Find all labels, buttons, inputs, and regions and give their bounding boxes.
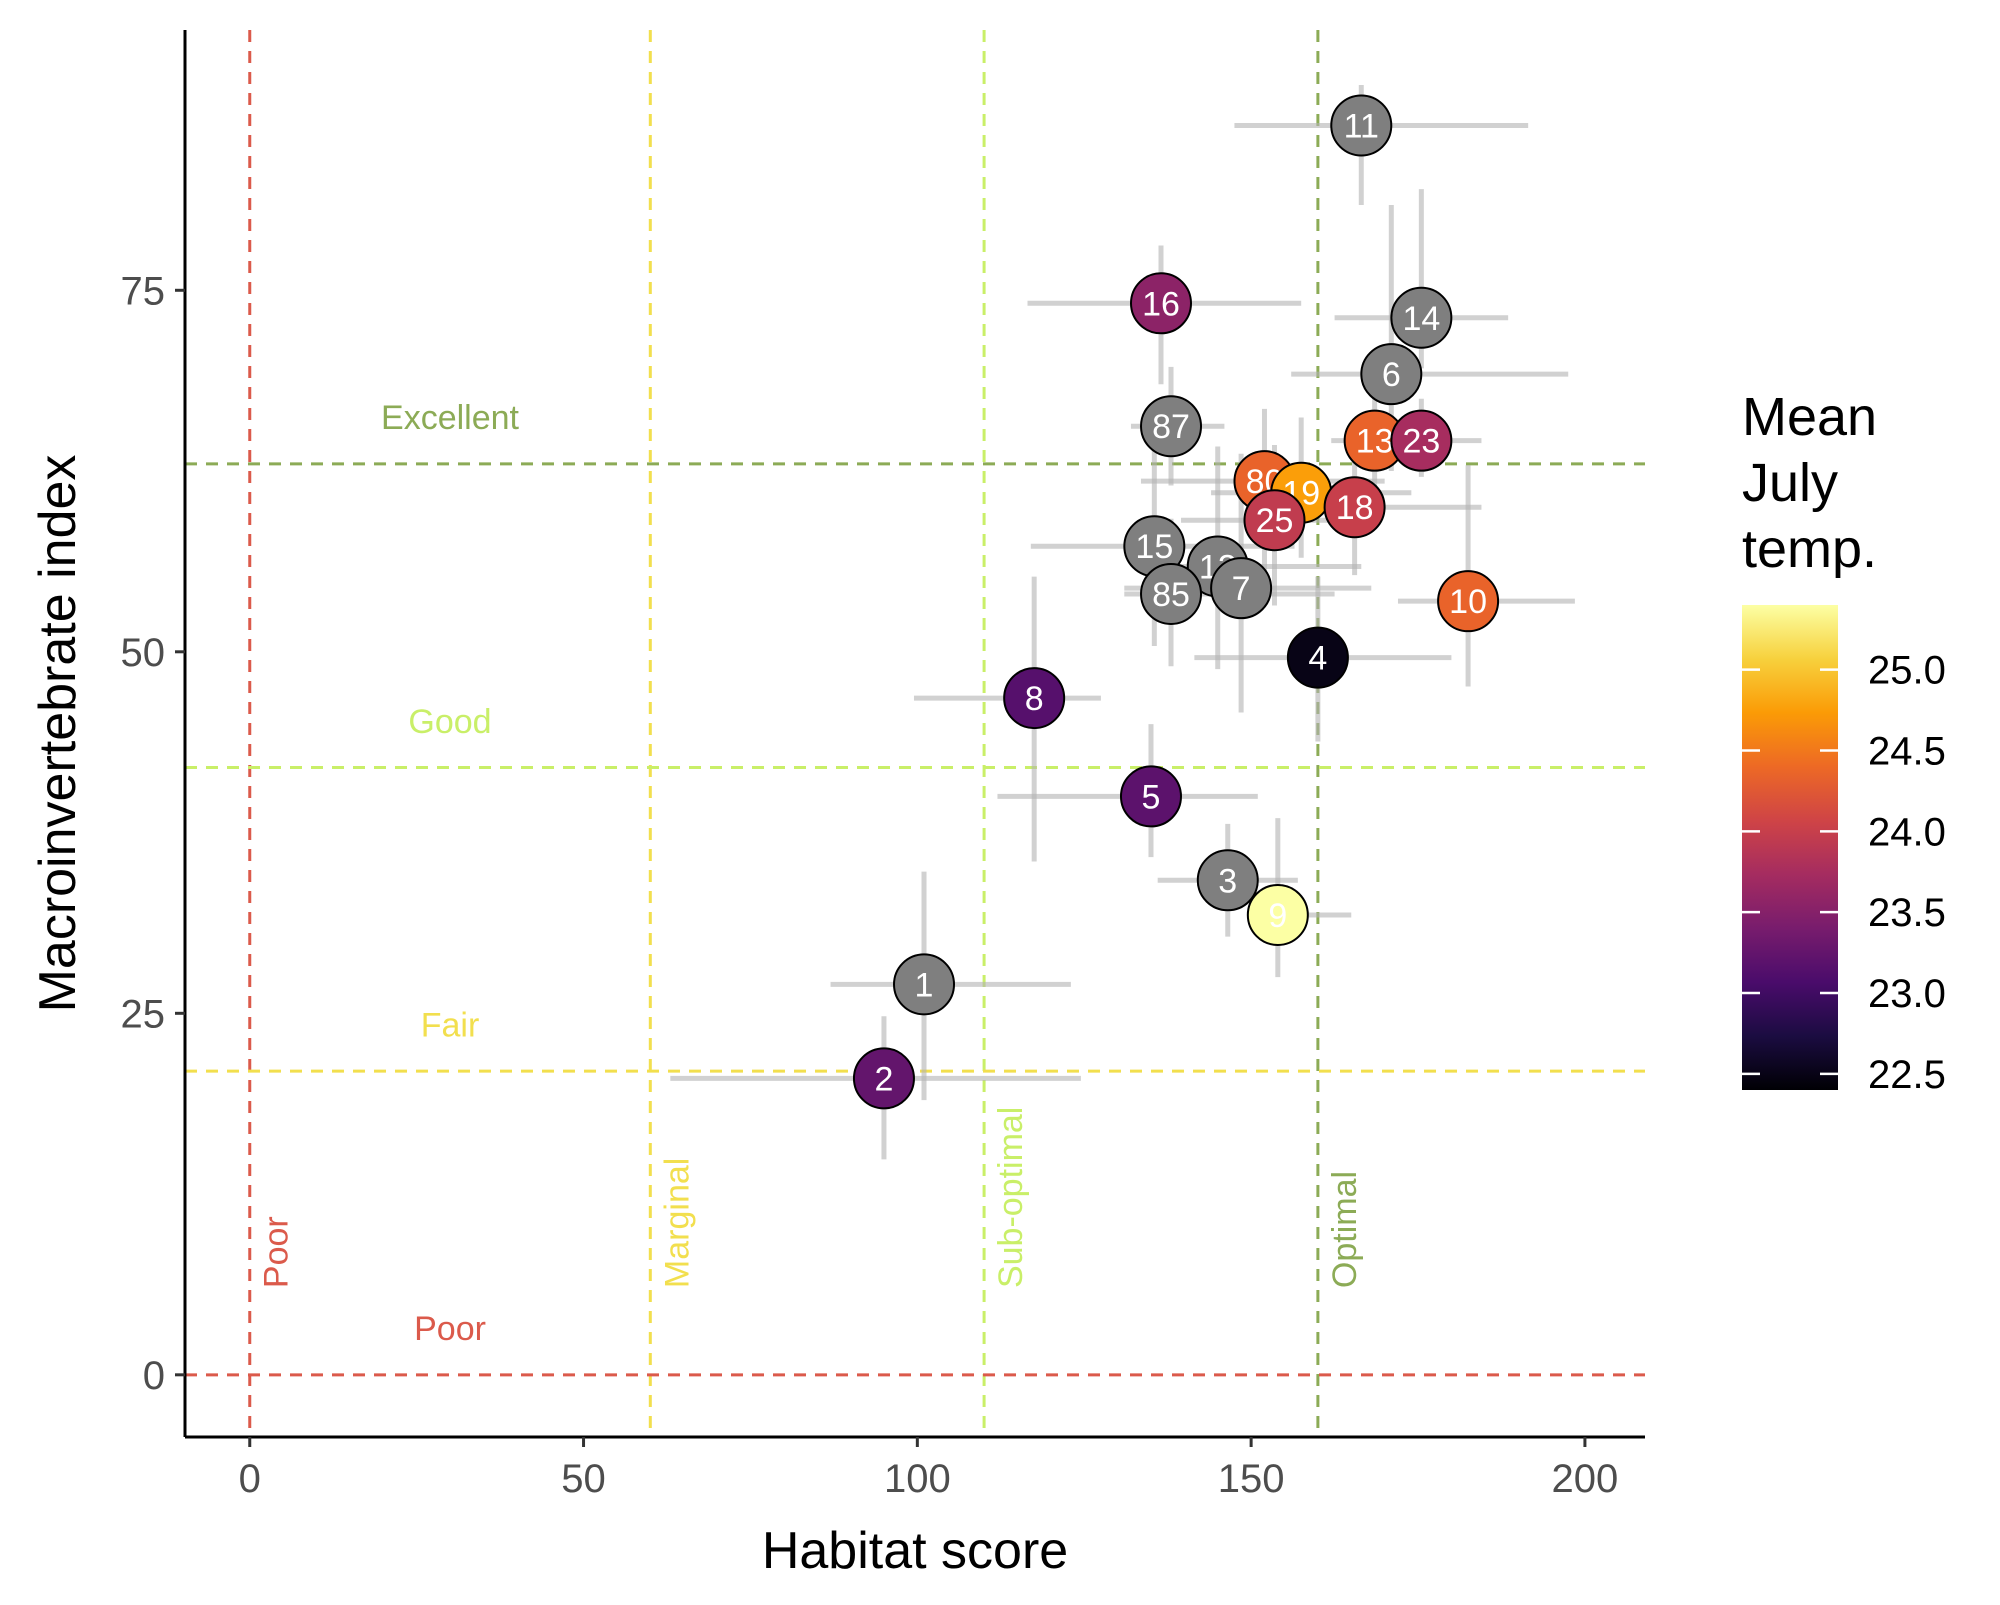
data-point-label: 11 bbox=[1344, 107, 1379, 145]
y-tick-label: 50 bbox=[121, 631, 166, 675]
horizontal-threshold-label: Poor bbox=[414, 1310, 486, 1348]
x-tick-label: 150 bbox=[1218, 1457, 1285, 1501]
x-tick-label: 0 bbox=[239, 1457, 261, 1501]
vertical-threshold-label: Poor bbox=[258, 1216, 296, 1288]
x-tick-label: 100 bbox=[884, 1457, 951, 1501]
legend-title-line: temp. bbox=[1742, 519, 1877, 579]
data-point-label: 10 bbox=[1449, 583, 1487, 621]
vertical-threshold-label: Sub-optimal bbox=[992, 1107, 1030, 1288]
data-point bbox=[1243, 489, 1306, 552]
error-bars bbox=[670, 84, 1575, 1160]
data-point bbox=[1196, 849, 1259, 912]
data-point bbox=[1119, 765, 1182, 828]
data-point-label: 3 bbox=[1218, 862, 1237, 900]
data-point-label: 87 bbox=[1152, 408, 1190, 446]
legend-title-line: Mean bbox=[1742, 387, 1877, 447]
vertical-threshold-label: Optimal bbox=[1326, 1171, 1364, 1288]
data-point-label: 7 bbox=[1232, 570, 1251, 608]
data-point-label: 15 bbox=[1135, 528, 1173, 566]
y-tick-label: 25 bbox=[121, 992, 166, 1036]
data-point-label: 23 bbox=[1402, 423, 1440, 461]
horizontal-threshold-label: Fair bbox=[421, 1006, 480, 1044]
data-point bbox=[1360, 343, 1423, 406]
data-point-label: 13 bbox=[1356, 423, 1394, 461]
x-tick-label: 200 bbox=[1552, 1457, 1619, 1501]
data-point-label: 5 bbox=[1142, 778, 1161, 816]
data-point bbox=[1323, 476, 1386, 539]
data-point-label: 6 bbox=[1382, 356, 1401, 394]
data-point bbox=[1140, 395, 1203, 458]
vertical-threshold-label: Marginal bbox=[658, 1158, 696, 1288]
legend-tick-label: 25.0 bbox=[1868, 649, 1946, 693]
data-point bbox=[1140, 562, 1203, 625]
x-axis-title: Habitat score bbox=[762, 1522, 1068, 1580]
legend-tick-label: 24.5 bbox=[1868, 730, 1946, 774]
data-point bbox=[1330, 94, 1393, 157]
threshold-labels: Poor Marginal Sub-optimal Optimal Poor Fair Go… bbox=[258, 399, 1364, 1348]
data-point-label: 16 bbox=[1142, 285, 1180, 323]
data-point bbox=[1210, 557, 1273, 620]
legend-tick-label: 24.0 bbox=[1868, 810, 1946, 854]
data-point bbox=[1390, 286, 1453, 349]
horizontal-threshold-label: Good bbox=[408, 703, 491, 741]
data-point bbox=[1130, 272, 1193, 335]
data-point-label: 1 bbox=[915, 966, 934, 1004]
data-point-label: 4 bbox=[1308, 640, 1327, 678]
data-point bbox=[893, 953, 956, 1016]
data-point-label: 25 bbox=[1256, 502, 1294, 540]
y-tick-label: 0 bbox=[143, 1354, 165, 1398]
data-point bbox=[1437, 570, 1500, 633]
data-point-label: 9 bbox=[1268, 897, 1287, 935]
legend-tick-label: 22.5 bbox=[1868, 1053, 1946, 1097]
legend-tick-label: 23.0 bbox=[1868, 972, 1946, 1016]
threshold-lines bbox=[185, 30, 1645, 1437]
data-point-label: 18 bbox=[1336, 489, 1374, 527]
y-tick-label: 75 bbox=[121, 269, 166, 313]
legend-tick-label: 23.5 bbox=[1868, 891, 1946, 935]
data-point bbox=[852, 1047, 915, 1110]
data-point-label: 14 bbox=[1402, 300, 1440, 338]
legend-title-line: July bbox=[1742, 453, 1838, 513]
data-point-label: 85 bbox=[1152, 576, 1190, 614]
horizontal-threshold-label: Excellent bbox=[381, 399, 520, 437]
data-point bbox=[1246, 883, 1309, 946]
data-point bbox=[1390, 409, 1453, 472]
y-axis-title: Macroinvertebrate index bbox=[29, 455, 87, 1013]
x-tick-label: 50 bbox=[561, 1457, 606, 1501]
data-point-label: 2 bbox=[874, 1060, 893, 1098]
data-point bbox=[1286, 626, 1349, 689]
data-point-label: 8 bbox=[1025, 680, 1044, 718]
data-point bbox=[1003, 667, 1066, 730]
legend-colorbar bbox=[1742, 605, 1838, 1090]
